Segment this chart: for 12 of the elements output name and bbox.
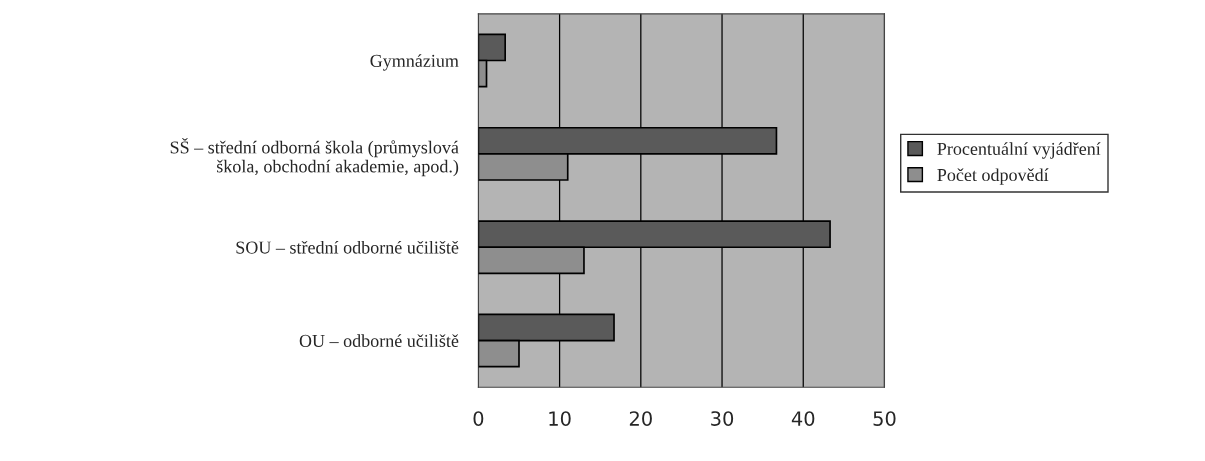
- x-tick-label: 20: [629, 411, 652, 426]
- x-tick-label: 0: [473, 411, 484, 426]
- y-tick-label: SOU – střední odborné učiliště: [236, 240, 459, 254]
- x-tick-label: 10: [549, 411, 571, 426]
- x-tick-label: 40: [791, 411, 815, 426]
- y-tick-label: Gymnázium: [370, 54, 459, 71]
- legend-label: Procentuální vyjádření: [937, 142, 1101, 159]
- y-tick-label: SŠ – střední odborná škola (průmyslová škola, obchodní akademie, apod.): [170, 137, 459, 177]
- legend-label: Počet odpovědí: [937, 168, 1049, 185]
- x-tick-label: 30: [711, 411, 734, 426]
- x-tick-label: 50: [873, 411, 896, 426]
- y-tick-label: OU – odborné učiliště: [299, 334, 459, 348]
